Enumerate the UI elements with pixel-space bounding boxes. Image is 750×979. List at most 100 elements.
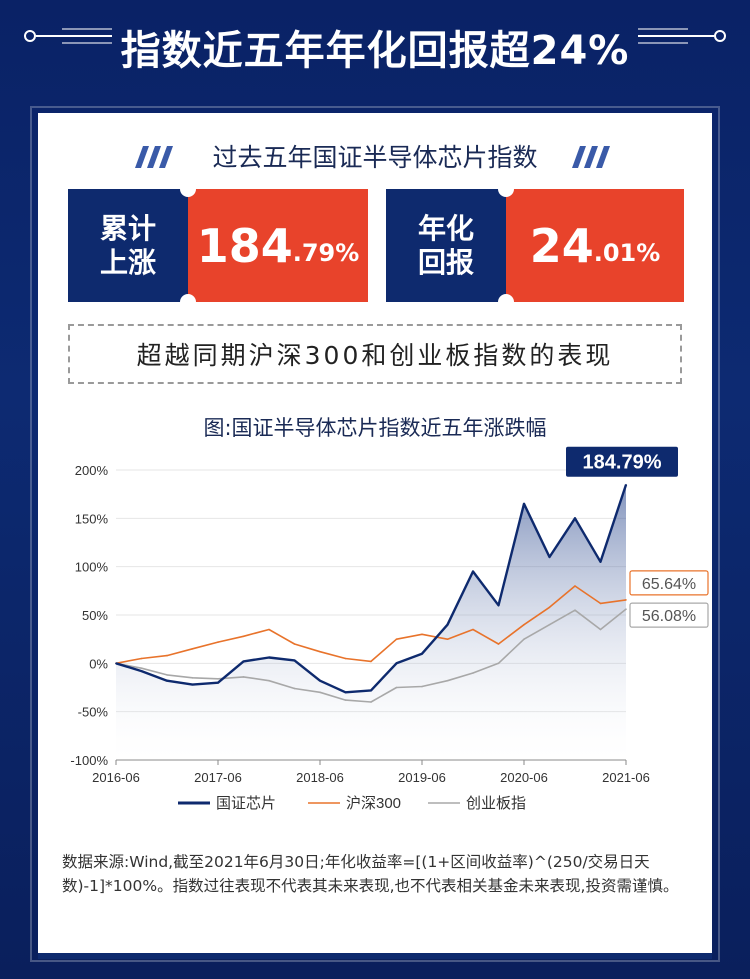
end-labels: 184.79% 65.64% 56.08% [566, 446, 709, 628]
stat-value-small: .01% [593, 238, 661, 267]
series-point-0 [344, 691, 347, 694]
end-label-1: 65.64% [642, 576, 696, 593]
series-point-1 [446, 638, 449, 640]
end-label-chip: 184.79% [583, 452, 662, 474]
series-point-2 [370, 701, 372, 703]
left-circuit-decoration [24, 28, 112, 44]
series-point-1 [268, 628, 270, 631]
ticket-notch [498, 181, 514, 197]
footnote: 数据来源:Wind,截至2021年6月30日;年化收益率=[(1+区间收益率)^… [62, 853, 679, 895]
end-label-2: 56.08% [642, 608, 696, 625]
stat-label-line2: 回报 [417, 245, 474, 279]
stat-label-line1: 年化 [417, 211, 474, 245]
stat-annualized: 年化 回报 24.01% [386, 181, 684, 310]
series-point-1 [472, 628, 474, 631]
series-point-2 [217, 678, 219, 680]
series-point-2 [395, 686, 398, 689]
y-tick-label: 0% [89, 656, 108, 671]
slash-decoration-left [135, 146, 173, 168]
ticket-notch [498, 294, 514, 310]
series-point-1 [191, 648, 194, 650]
slash-decoration-right [572, 146, 610, 168]
stat-value-big: 184 [196, 218, 293, 273]
y-tick-label: -100% [70, 753, 108, 768]
series-point-2 [293, 687, 296, 690]
chart-lines [115, 483, 628, 703]
y-tick-label: 150% [75, 511, 109, 526]
x-tick-label: 2016-06 [92, 770, 140, 785]
series-point-0 [191, 683, 194, 686]
series-point-2 [191, 677, 194, 679]
series-point-1 [625, 599, 627, 601]
stat-cumulative-value: 184.79% [188, 189, 368, 302]
ticket-notch [180, 294, 196, 310]
series-point-2 [242, 676, 245, 678]
series-point-1 [293, 643, 296, 645]
series-point-2 [268, 679, 270, 682]
page-headline: 指数近五年年化回报超24% [120, 28, 630, 74]
chart-legend: 国证芯片 沪深300 创业板指 [178, 794, 526, 812]
ticket-notch [180, 181, 196, 197]
series-point-2 [523, 638, 525, 640]
x-tick-label: 2019-06 [398, 770, 446, 785]
series-point-1 [319, 650, 321, 653]
x-tick-label: 2018-06 [296, 770, 344, 785]
end-label-box-2 [629, 602, 709, 628]
stat-value-small: .79% [292, 238, 360, 267]
series-point-1 [395, 638, 398, 640]
series-point-1 [242, 635, 245, 638]
series-point-0 [548, 556, 551, 558]
x-axis: 2016-06 2017-06 2018-06 2019-06 2020-06 2021-… [92, 759, 650, 785]
bottom-stripe [38, 953, 712, 959]
series-point-2 [166, 674, 168, 676]
series-point-0 [395, 662, 398, 665]
stat-cumulative: 累计 上涨 184.79% [68, 181, 368, 310]
series-point-2 [319, 691, 321, 694]
x-tick-label: 2017-06 [194, 770, 242, 785]
series-point-0 [523, 503, 525, 505]
legend-label: 国证芯片 [216, 795, 276, 812]
series-point-1 [574, 585, 576, 587]
series-point-0 [497, 604, 500, 607]
series-point-2 [548, 623, 551, 626]
series-point-0 [472, 570, 474, 573]
stat-cumulative-label: 累计 上涨 [68, 189, 188, 302]
performance-chart: 200% 150% 100% 50% 0% -50% -100% 2016-06 2017-0… [70, 446, 709, 812]
series-point-0 [599, 561, 602, 563]
x-tick-label: 2020-06 [500, 770, 548, 785]
series-point-2 [421, 685, 423, 688]
y-tick-label: 100% [75, 560, 109, 575]
y-tick-label: 200% [75, 463, 109, 478]
series-point-1 [166, 654, 168, 657]
series-point-1 [548, 606, 551, 609]
stat-label-line2: 上涨 [99, 245, 156, 279]
series-point-1 [370, 660, 372, 663]
surpass-banner: 超越同期沪深300和创业板指数的表现 [68, 324, 682, 384]
series-point-1 [523, 623, 525, 626]
end-label-box-chip [566, 446, 678, 477]
series-point-0 [217, 681, 219, 684]
end-label-box-1 [629, 570, 709, 596]
chip-index-area [116, 484, 626, 760]
series-point-2 [344, 699, 347, 701]
series-point-0 [293, 659, 296, 662]
series-point-2 [140, 667, 143, 669]
series-point-2 [472, 672, 474, 674]
stat-label-line1: 累计 [99, 211, 156, 245]
series-point-1 [344, 657, 347, 660]
series-point-0 [319, 679, 321, 682]
series-point-1 [599, 602, 602, 605]
y-axis: 200% 150% 100% 50% 0% -50% -100% [70, 463, 108, 768]
stat-annualized-value: 24.01% [506, 189, 684, 302]
series-point-1 [421, 633, 423, 636]
x-tick-label: 2021-06 [602, 770, 650, 785]
series-point-0 [625, 483, 627, 486]
series-point-0 [242, 660, 245, 663]
series-point-0 [166, 679, 168, 682]
series-point-1 [140, 657, 143, 660]
series-point-0 [446, 623, 449, 626]
series-point-0 [115, 662, 117, 665]
chart-title: 图:国证半导体芯片指数近五年涨跌幅 [203, 416, 547, 440]
header-band: 指数近五年年化回报超24% [0, 0, 750, 100]
y-tick-label: 50% [82, 608, 108, 623]
